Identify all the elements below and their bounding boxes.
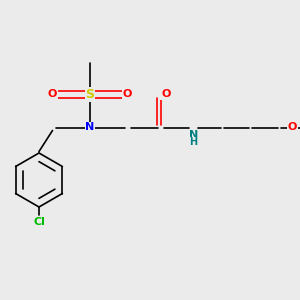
- Text: N: N: [189, 130, 198, 140]
- Text: O: O: [161, 89, 171, 100]
- Text: N: N: [85, 122, 94, 133]
- Text: O: O: [123, 89, 132, 100]
- Text: O: O: [288, 122, 297, 133]
- Text: S: S: [85, 88, 94, 101]
- Text: H: H: [189, 137, 198, 147]
- Text: O: O: [48, 89, 57, 100]
- Text: Cl: Cl: [33, 217, 45, 227]
